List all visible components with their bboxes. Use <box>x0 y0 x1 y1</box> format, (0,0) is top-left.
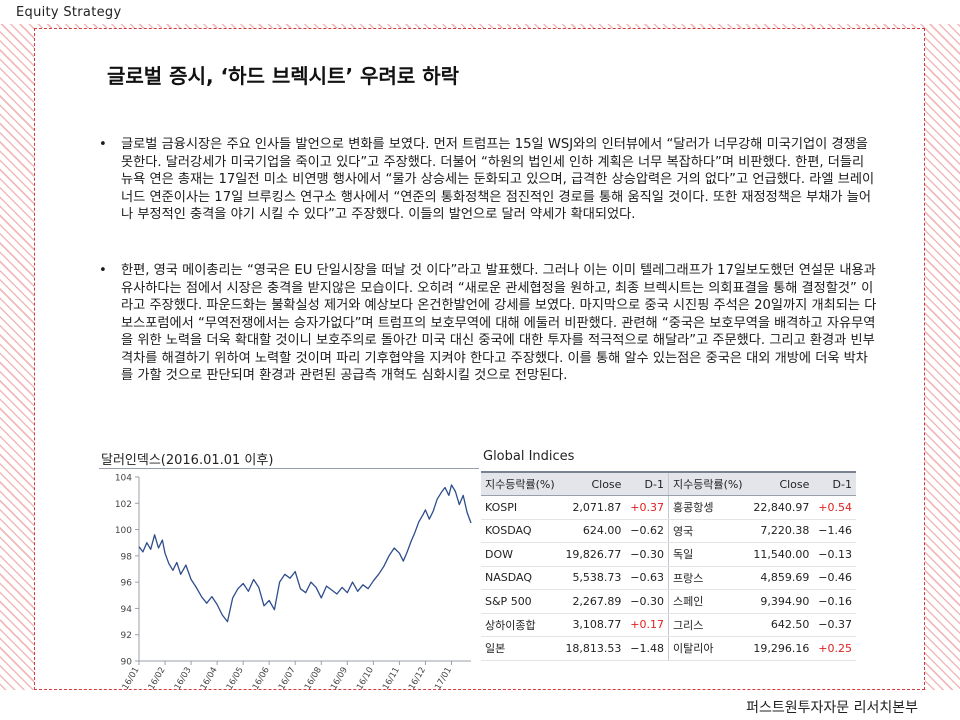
index-name: 일본 <box>481 636 561 661</box>
index-close: 11,540.00 <box>748 542 814 567</box>
y-tick-label: 94 <box>121 605 133 615</box>
footer-company: 퍼스트원투자자문 리서치본부 <box>746 700 918 716</box>
index-change: +0.25 <box>813 636 856 661</box>
y-tick-label: 90 <box>121 658 133 668</box>
x-tick-label: 16/04 <box>199 666 220 692</box>
paragraph-2-text: 한편, 영국 메이총리는 “영국은 EU 단일시장을 떠날 것 이다”라고 발표… <box>121 263 877 383</box>
x-tick-label: 16/11 <box>381 666 402 692</box>
index-change: −0.13 <box>813 542 856 567</box>
y-tick-label: 96 <box>121 579 133 589</box>
x-tick-label: 16/06 <box>251 666 272 692</box>
index-change: −0.46 <box>813 566 856 590</box>
column-header: 지수등락률(%) <box>667 471 749 496</box>
dollar-index-line <box>138 484 472 623</box>
index-close: 7,220.38 <box>748 519 814 543</box>
index-change: −0.37 <box>813 613 856 637</box>
indices-title: Global Indices <box>483 449 575 464</box>
x-tick-label: 17/01 <box>433 666 454 692</box>
table-row: S&P 500 2,267.89 −0.30 스페인 9,394.90 −0.16 <box>481 589 856 614</box>
x-tick-label: 16/09 <box>329 666 350 692</box>
index-change: −0.30 <box>625 542 669 567</box>
index-change: +0.17 <box>625 613 669 637</box>
index-close: 19,826.77 <box>560 542 626 567</box>
x-tick-label: 16/05 <box>225 666 246 692</box>
index-close: 2,071.87 <box>560 495 626 520</box>
table-row: KOSPI 2,071.87 +0.37 홍콩항셍 22,840.97 +0.54 <box>481 495 856 520</box>
x-tick-label: 16/08 <box>303 666 324 692</box>
footer-band <box>0 690 960 720</box>
index-name: 그리스 <box>667 613 749 637</box>
column-header: 지수등락률(%) <box>481 471 561 496</box>
index-close: 2,267.89 <box>560 589 626 614</box>
table-row: 일본 18,813.53 −1.48 이탈리아 19,296.16 +0.25 <box>481 636 856 661</box>
column-header: Close <box>748 471 814 496</box>
table-row: DOW 19,826.77 −0.30 독일 11,540.00 −0.13 <box>481 542 856 567</box>
paragraph-2: • 한편, 영국 메이총리는 “영국은 EU 단일시장을 떠날 것 이다”라고 … <box>99 262 877 385</box>
content-panel: 글로벌 증시, ‘하드 브렉시트’ 우려로 하락 • 글로벌 금융시장은 주요 … <box>34 28 925 692</box>
section-label: Equity Strategy <box>16 5 122 20</box>
table-row: NASDAQ 5,538.73 −0.63 프랑스 4,859.69 −0.46 <box>481 566 856 590</box>
index-name: 상하이종합 <box>481 613 561 637</box>
index-close: 624.00 <box>560 519 626 543</box>
index-change: −0.63 <box>625 566 669 590</box>
index-name: KOSDAQ <box>481 519 561 543</box>
index-close: 642.50 <box>748 613 814 637</box>
x-tick-label: 16/12 <box>407 666 428 692</box>
index-close: 22,840.97 <box>748 495 814 520</box>
x-tick-label: 16/07 <box>277 666 298 692</box>
y-tick-label: 104 <box>115 474 132 484</box>
column-header: D-1 <box>625 471 669 496</box>
index-name: NASDAQ <box>481 566 561 590</box>
index-change: −0.62 <box>625 519 669 543</box>
global-indices-table: 지수등락률(%) Close D-1 지수등락률(%) Close D-1 KO… <box>481 471 856 661</box>
chart-title-rule <box>99 468 479 469</box>
x-tick-label: 16/10 <box>355 666 376 692</box>
indices-header-row: 지수등락률(%) Close D-1 지수등락률(%) Close D-1 <box>481 471 856 496</box>
index-close: 4,859.69 <box>748 566 814 590</box>
column-header: Close <box>560 471 626 496</box>
paragraph-1: • 글로벌 금융시장은 주요 인사들 발언으로 변화를 보였다. 먼저 트럼프는… <box>99 136 877 224</box>
index-name: S&P 500 <box>481 589 561 614</box>
bullet-icon: • <box>99 263 107 278</box>
column-header: D-1 <box>813 471 856 496</box>
index-name: DOW <box>481 542 561 567</box>
y-tick-label: 100 <box>115 526 132 536</box>
paragraph-1-text: 글로벌 금융시장은 주요 인사들 발언으로 변화를 보였다. 먼저 트럼프는 1… <box>121 137 875 222</box>
x-tick-label: 16/03 <box>173 666 194 692</box>
page-title: 글로벌 증시, ‘하드 브렉시트’ 우려로 하락 <box>107 64 460 88</box>
index-name: KOSPI <box>481 495 561 520</box>
index-change: −0.30 <box>625 589 669 614</box>
index-close: 9,394.90 <box>748 589 814 614</box>
index-close: 5,538.73 <box>560 566 626 590</box>
index-name: 홍콩항셍 <box>667 495 749 520</box>
index-name: 스페인 <box>667 589 749 614</box>
index-name: 이탈리아 <box>667 636 749 661</box>
index-change: −1.46 <box>813 519 856 543</box>
index-change: +0.37 <box>625 495 669 520</box>
x-tick-label: 16/02 <box>147 666 168 692</box>
bullet-icon: • <box>99 137 107 152</box>
index-change: −0.16 <box>813 589 856 614</box>
indices-body: KOSPI 2,071.87 +0.37 홍콩항셍 22,840.97 +0.54 KOSD… <box>481 495 856 661</box>
x-tick-label: 16/01 <box>121 666 142 692</box>
chart-title: 달러인덱스(2016.01.01 이후) <box>101 453 274 468</box>
table-row: KOSDAQ 624.00 −0.62 영국 7,220.38 −1.46 <box>481 519 856 543</box>
index-change: +0.54 <box>813 495 856 520</box>
index-change: −1.48 <box>625 636 669 661</box>
y-tick-label: 102 <box>115 500 132 510</box>
index-name: 프랑스 <box>667 566 749 590</box>
index-close: 18,813.53 <box>560 636 626 661</box>
y-tick-label: 92 <box>121 631 132 641</box>
index-close: 19,296.16 <box>748 636 814 661</box>
index-name: 영국 <box>667 519 749 543</box>
y-tick-label: 98 <box>121 552 133 562</box>
table-row: 상하이종합 3,108.77 +0.17 그리스 642.50 −0.37 <box>481 613 856 637</box>
index-close: 3,108.77 <box>560 613 626 637</box>
index-name: 독일 <box>667 542 749 567</box>
header-band <box>0 0 960 24</box>
